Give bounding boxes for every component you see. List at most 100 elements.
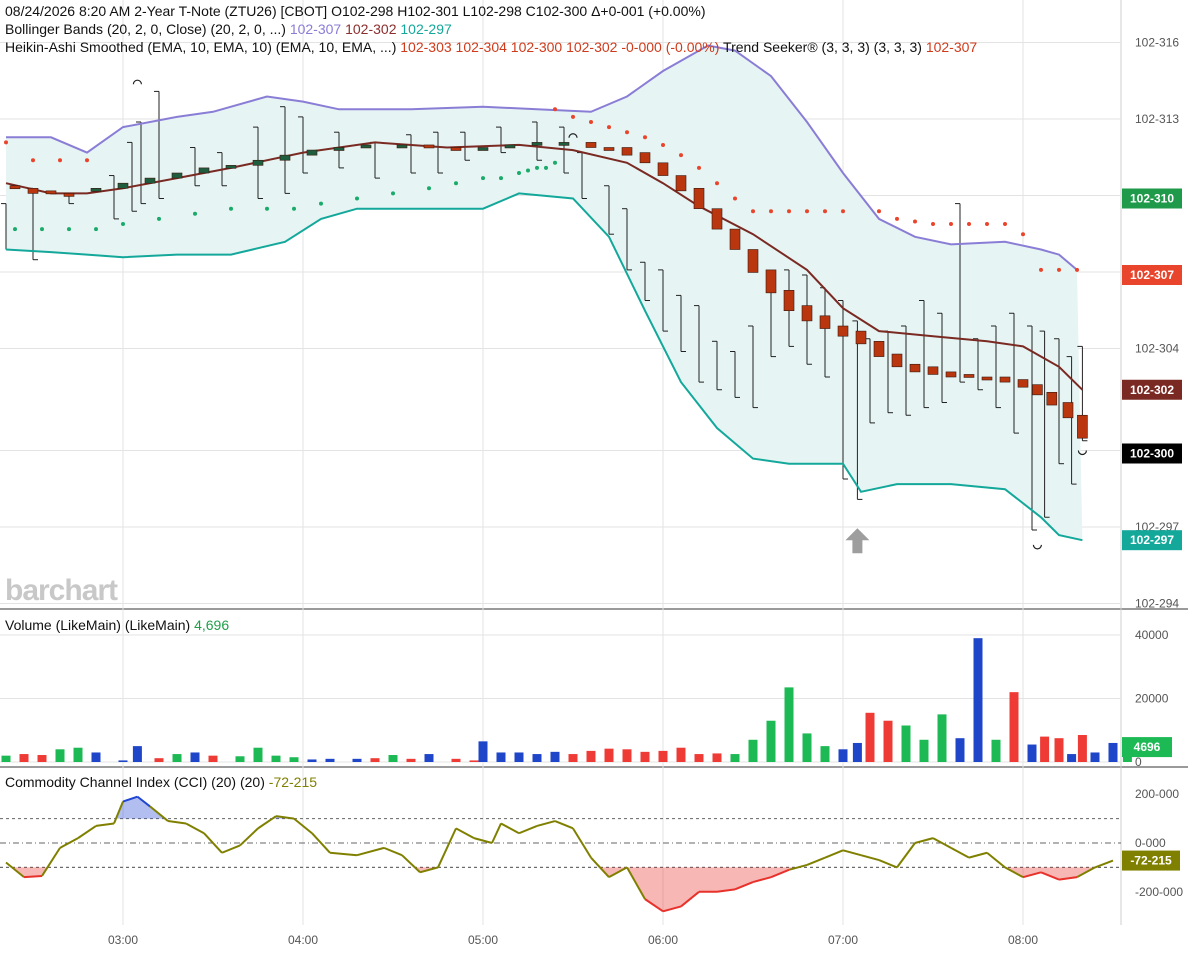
ha-candle-down [45, 190, 57, 195]
trend-seeker-dot-red [4, 140, 8, 145]
header-time: 8:20 AM [78, 3, 131, 19]
volume-bar [271, 755, 281, 762]
volume-bar [550, 751, 560, 762]
ha-candle-down [657, 162, 669, 176]
ha-candle-down [423, 144, 435, 149]
cci-params: (20) [239, 774, 265, 790]
cci-line-segment [878, 859, 898, 869]
price-label-text: 102-297 [1130, 533, 1174, 547]
volume-bar [568, 754, 578, 762]
header-ohlc: O102-298 H102-301 L102-298 C102-300 [331, 3, 588, 19]
heikin-values: 102-303 102-304 102-300 102-302 -0-000 (… [400, 39, 720, 55]
trend-seeker-dot-red [643, 135, 647, 140]
volume-bar [991, 739, 1001, 762]
volume-bar [1027, 744, 1037, 762]
ha-candle-down [450, 147, 462, 151]
cci-line-segment [770, 868, 790, 879]
trend-seeker-dot-red [1021, 232, 1025, 237]
pivot-marker [1032, 544, 1042, 550]
ha-candle-up [198, 167, 210, 174]
ha-candle-down [837, 325, 849, 337]
cci-line-segment [149, 805, 169, 822]
ha-candle-down [801, 305, 813, 322]
volume-bar [190, 752, 200, 762]
volume-bar [289, 757, 299, 762]
trend-seeker-dot-green [427, 186, 431, 191]
trend-seeker-dot-red [931, 222, 935, 226]
volume-bar [1090, 752, 1100, 762]
volume-bar [307, 759, 317, 762]
volume-bar [658, 750, 668, 762]
cci-line-segment [1076, 866, 1096, 879]
cci-line-segment [896, 842, 916, 868]
price-tick-label: 102-313 [1135, 112, 1179, 126]
volume-label[interactable]: Volume (LikeMain) [5, 617, 121, 633]
trend-seeker-dot-green [265, 206, 269, 211]
trend-seeker-dot-green [481, 176, 485, 181]
trend-seeker-dot-red [733, 196, 737, 201]
volume-bar [253, 747, 263, 762]
ha-candle-down [27, 188, 39, 194]
trend-seeker-dot-red [589, 120, 593, 124]
trend-label[interactable]: Trend Seeker® (3, 3, 3) [723, 39, 870, 55]
cci-line-segment [860, 854, 880, 862]
volume-bar [388, 755, 398, 762]
trend-value: 102-307 [925, 39, 978, 55]
ha-candle-down [711, 208, 723, 230]
cci-tick-label: 200-000 [1135, 787, 1179, 801]
bollinger-upper-line [6, 44, 1078, 271]
volume-bar [694, 754, 704, 762]
volume-bar [883, 720, 893, 762]
trend-seeker-dot-red [805, 209, 809, 214]
ha-candle-down [1062, 402, 1074, 419]
ha-candle-up [171, 172, 183, 179]
trend-seeker-dot-green [319, 201, 323, 206]
volume-bar [1040, 736, 1050, 762]
bollinger-label[interactable]: Bollinger Bands (20, 2, 0, Close) [5, 21, 207, 37]
volume-bar [1009, 692, 1019, 762]
ha-candle-down [675, 175, 687, 192]
trend-seeker-dot-green [544, 165, 548, 170]
cci-line-segment [1004, 866, 1024, 879]
ha-candle-down [1017, 379, 1029, 388]
cci-line-segment [257, 815, 277, 830]
trend-seeker-dot-red [769, 209, 773, 214]
volume-bar [172, 754, 182, 762]
cci-line-segment [401, 854, 421, 874]
volume-bar [973, 638, 983, 762]
cci-line-segment [932, 837, 952, 849]
cci-line-segment [626, 866, 646, 900]
volume-bar [352, 758, 362, 762]
volume-bar [802, 733, 812, 762]
cci-line-segment [239, 827, 259, 847]
cci-overbought-fill [116, 796, 165, 819]
trend-seeker-dot-green [355, 196, 359, 201]
volume-bar [496, 752, 506, 762]
cci-line-segment [968, 851, 988, 859]
volume-bar [1067, 754, 1077, 762]
volume-bar [586, 750, 596, 762]
trend-seeker-dot-red [571, 114, 575, 119]
ha-candle-up [396, 144, 408, 149]
volume-bar [820, 746, 830, 762]
bollinger-lower-line [5, 192, 1083, 542]
heikin-label[interactable]: Heikin-Ashi Smoothed (EMA, 10, EMA, 10) [5, 39, 272, 55]
cci-line-segment [5, 861, 25, 878]
volume-bar [766, 720, 776, 762]
trend-seeker-dot-red [31, 158, 35, 163]
cci-line-segment [491, 823, 502, 844]
cci-tick-label: 0-000 [1135, 836, 1166, 850]
cci-line-segment [95, 822, 115, 827]
volume-bar [640, 751, 650, 762]
trend-seeker-dot-red [823, 209, 827, 214]
cci-line-segment [716, 888, 736, 893]
volume-bar [73, 747, 83, 762]
volume-bar [325, 758, 335, 762]
cci-label[interactable]: Commodity Channel Index (CCI) (20) [5, 774, 237, 790]
ha-candle-up [360, 144, 372, 149]
volume-bar [55, 749, 65, 762]
time-tick-label: 04:00 [288, 933, 318, 947]
time-tick-label: 07:00 [828, 933, 858, 947]
price-label-text: 102-302 [1130, 383, 1174, 397]
